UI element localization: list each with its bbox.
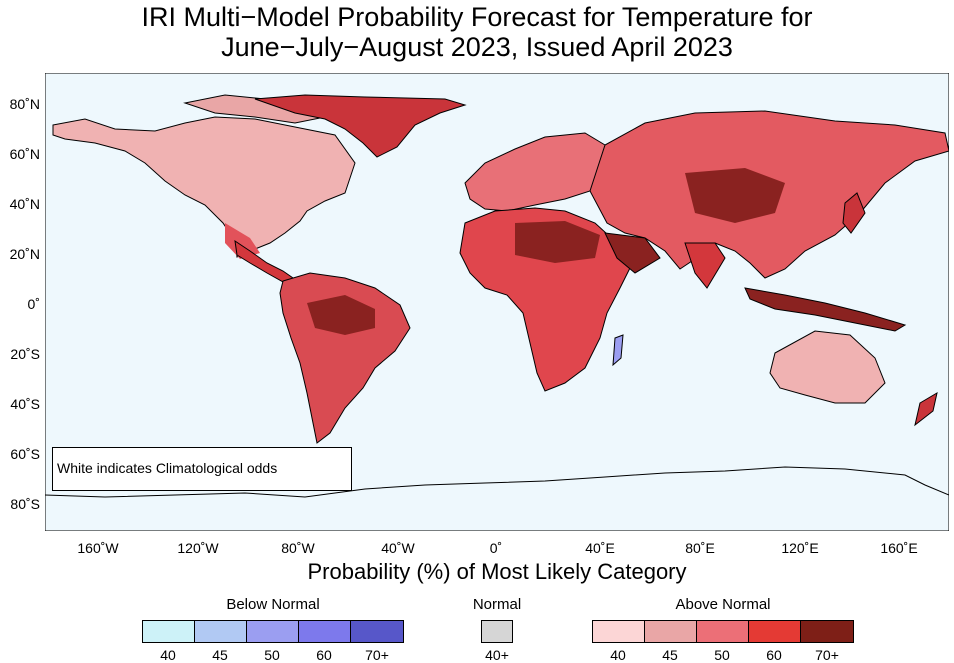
climatology-note-box: White indicates Climatological odds [52,447,352,491]
india [684,242,726,289]
lon-label-80w: 80˚W [281,540,315,556]
legend-label-below-50: 50 [264,647,280,663]
sahara-dark-region [515,221,600,263]
amazon-dark-region [307,295,375,335]
australia-landmass [769,330,886,404]
legend-label-above-70: 70+ [815,647,839,663]
japan [842,192,866,234]
lon-label-120e: 120˚E [781,540,819,556]
lon-label-40e: 40˚E [585,540,615,556]
lon-label-0: 0˚ [489,540,503,556]
legend-title-above-normal: Above Normal [675,596,771,613]
lat-label-20s: 20˚S [10,346,40,362]
lat-label-60n: 60˚N [9,146,40,162]
lon-label-160e: 160˚E [880,540,918,556]
lon-label-80e: 80˚E [685,540,715,556]
lat-label-20n: 20˚N [9,246,40,262]
lat-label-40s: 40˚S [10,396,40,412]
legend-label-below-45: 45 [212,647,228,663]
madagascar [612,334,624,367]
legend-label-above-40: 40 [610,647,626,663]
central-asia-dark-region [685,168,785,223]
indonesia-islands [744,287,907,332]
legend-label-below-40: 40 [160,647,176,663]
legend-swatch-normal-40 [481,620,513,643]
probability-axis-title: Probability (%) of Most Likely Category [307,559,687,584]
legend-swatch-below-40 [142,620,195,643]
legend-swatch-below-70 [350,620,404,643]
lat-label-60s: 60˚S [10,446,40,462]
legend-title-below-normal: Below Normal [226,596,320,613]
legend-swatch-above-50 [696,620,749,643]
legend-swatch-below-45 [194,620,247,643]
legend-label-above-45: 45 [662,647,678,663]
climatology-note-text: White indicates Climatological odds [57,460,278,476]
title-line-2: June−July−August 2023, Issued April 2023 [221,32,733,62]
lat-label-80s: 80˚S [10,496,40,512]
legend-label-above-60: 60 [766,647,782,663]
lat-label-equator: 0˚ [27,296,40,312]
legend-swatch-above-60 [748,620,801,643]
legend-label-below-60: 60 [316,647,332,663]
lon-label-160w: 160˚W [77,540,119,556]
new-zealand [914,391,938,427]
antarctica-coastline [45,466,949,498]
legend-label-normal-40: 40+ [485,647,509,663]
world-map [45,73,949,531]
lat-label-80n: 80˚N [9,96,40,112]
lon-label-40w: 40˚W [381,540,415,556]
title-line-1: IRI Multi−Model Probability Forecast for… [141,2,813,32]
legend-swatch-above-70 [800,620,854,643]
arabia [604,232,661,274]
legend-label-above-50: 50 [714,647,730,663]
legend-swatch-above-45 [644,620,697,643]
lon-label-120w: 120˚W [177,540,219,556]
north-america-landmass [52,116,356,258]
greenland [254,94,467,158]
lat-label-40n: 40˚N [9,196,40,212]
legend-label-below-70: 70+ [365,647,389,663]
legend-swatch-below-60 [298,620,351,643]
legend-swatch-above-40 [592,620,645,643]
legend-swatch-below-50 [246,620,299,643]
legend-title-normal: Normal [472,596,522,613]
north-america-dark-region [225,223,260,259]
